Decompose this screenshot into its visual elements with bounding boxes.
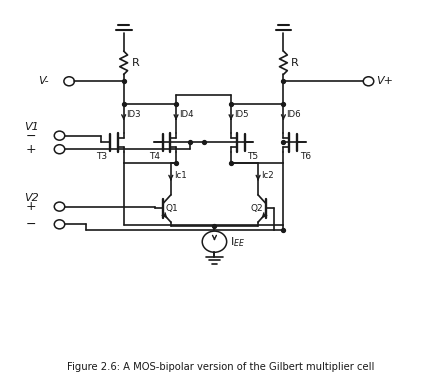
- Text: ID5: ID5: [234, 110, 248, 119]
- Text: ID4: ID4: [179, 110, 193, 119]
- Text: V-: V-: [38, 76, 49, 86]
- Text: R: R: [291, 58, 299, 68]
- Text: I$_{EE}$: I$_{EE}$: [230, 235, 245, 249]
- Text: ID3: ID3: [126, 110, 141, 119]
- Text: Ic2: Ic2: [261, 171, 274, 180]
- Text: Q1: Q1: [166, 204, 179, 213]
- Text: T5: T5: [247, 152, 259, 161]
- Text: Q2: Q2: [251, 204, 263, 213]
- Text: Ic1: Ic1: [174, 171, 187, 180]
- Text: Figure 2.6: A MOS-bipolar version of the Gilbert multiplier cell: Figure 2.6: A MOS-bipolar version of the…: [67, 362, 375, 372]
- Text: R: R: [132, 58, 139, 68]
- Text: T4: T4: [149, 152, 160, 161]
- Text: +: +: [26, 200, 36, 213]
- Text: −: −: [26, 218, 36, 231]
- Text: T6: T6: [300, 152, 311, 161]
- Text: T3: T3: [96, 152, 107, 161]
- Text: −: −: [26, 129, 36, 142]
- Text: V2: V2: [25, 193, 39, 203]
- Text: V1: V1: [25, 122, 39, 133]
- Text: ID6: ID6: [286, 110, 301, 119]
- Text: +: +: [26, 143, 36, 156]
- Text: V+: V+: [376, 76, 393, 86]
